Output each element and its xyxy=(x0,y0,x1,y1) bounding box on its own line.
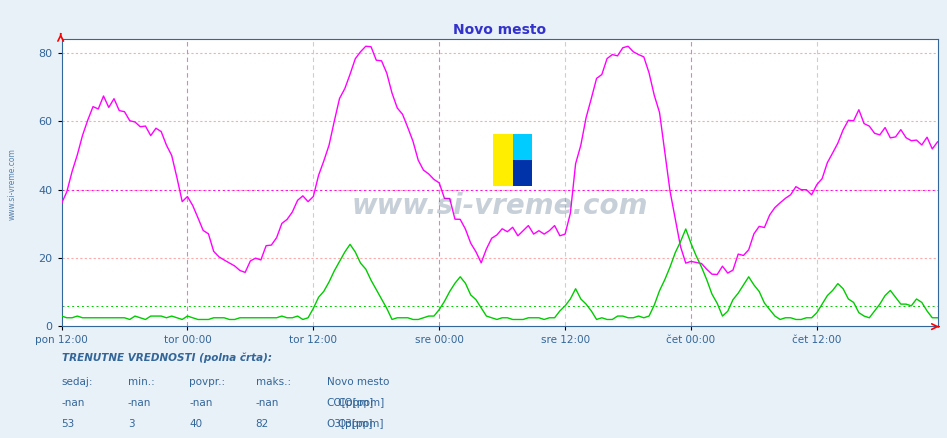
Text: povpr.:: povpr.: xyxy=(189,377,225,387)
Text: CO[ppm]: CO[ppm] xyxy=(337,398,384,408)
Polygon shape xyxy=(512,134,532,160)
Text: TRENUTNE VREDNOSTI (polna črta):: TRENUTNE VREDNOSTI (polna črta): xyxy=(62,353,272,363)
Text: CO[ppm]: CO[ppm] xyxy=(327,398,374,408)
Title: Novo mesto: Novo mesto xyxy=(453,23,546,37)
Text: -nan: -nan xyxy=(256,398,279,408)
Text: sedaj:: sedaj: xyxy=(62,377,93,387)
Text: 3: 3 xyxy=(128,419,134,429)
Text: -nan: -nan xyxy=(128,398,152,408)
Text: 53: 53 xyxy=(62,419,75,429)
Text: Novo mesto: Novo mesto xyxy=(327,377,389,387)
Text: 40: 40 xyxy=(189,419,203,429)
Text: O3[ppm]: O3[ppm] xyxy=(337,419,384,429)
Polygon shape xyxy=(493,134,512,186)
Text: maks.:: maks.: xyxy=(256,377,291,387)
Text: min.:: min.: xyxy=(128,377,154,387)
Text: -nan: -nan xyxy=(62,398,85,408)
Polygon shape xyxy=(512,160,532,186)
Text: www.si-vreme.com: www.si-vreme.com xyxy=(8,148,17,220)
Text: -nan: -nan xyxy=(189,398,213,408)
Text: 82: 82 xyxy=(256,419,269,429)
Text: O3[ppm]: O3[ppm] xyxy=(327,419,373,429)
Text: www.si-vreme.com: www.si-vreme.com xyxy=(351,192,648,220)
